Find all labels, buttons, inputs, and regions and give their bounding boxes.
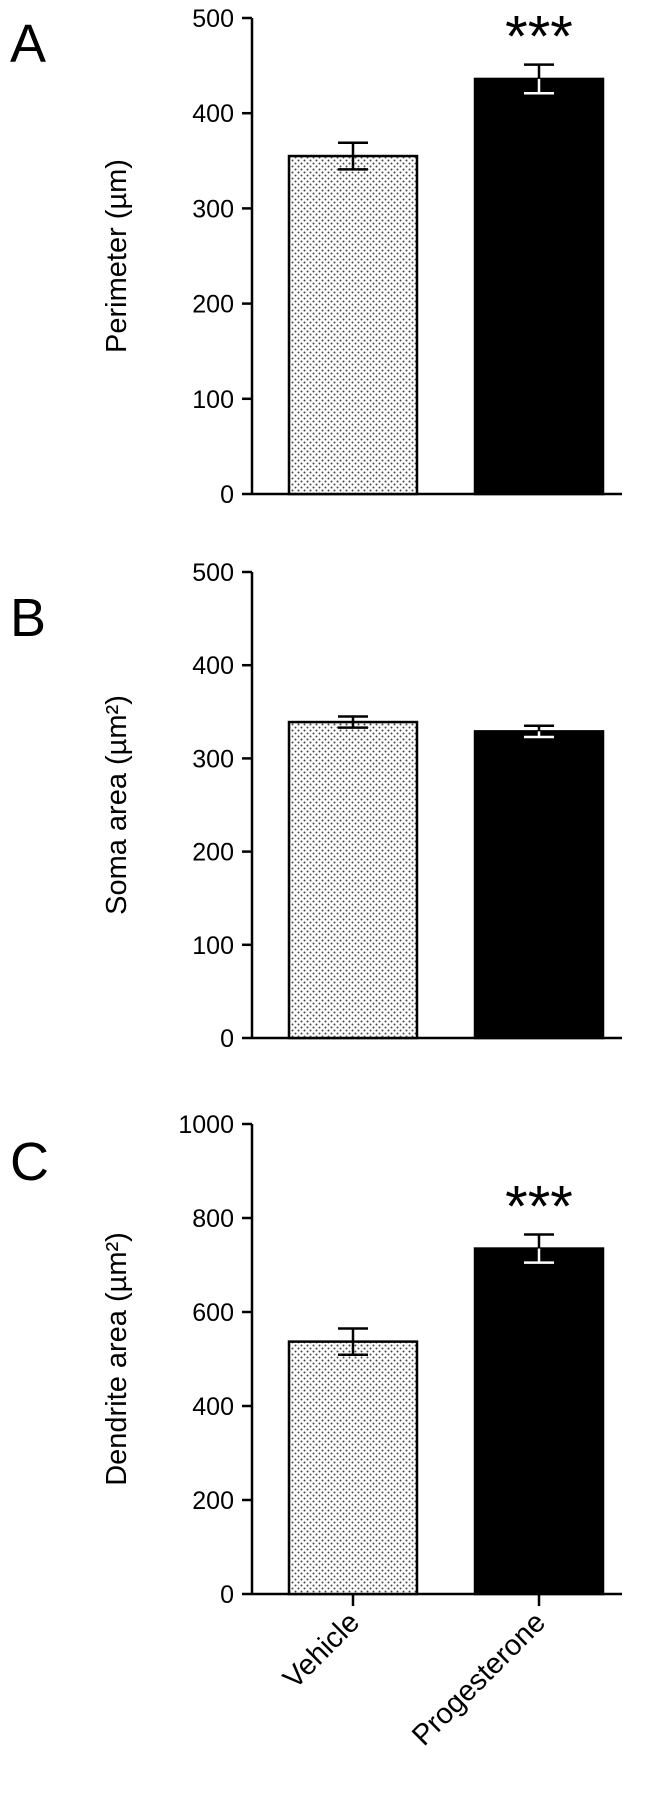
bar-vehicle xyxy=(287,1340,419,1596)
panel-letter: C xyxy=(10,1132,49,1192)
y-tick-label: 0 xyxy=(220,1025,234,1053)
y-axis-label: Soma area (µm²) xyxy=(101,695,133,915)
y-tick-label: 0 xyxy=(220,1581,234,1609)
panel-letter: B xyxy=(10,588,46,648)
panel-b: B 0 100 200 300 400 500 Soma area (µm²) xyxy=(10,559,622,1053)
y-tick-label: 400 xyxy=(192,1393,234,1421)
y-tick-label: 100 xyxy=(192,932,234,960)
y-tick-label: 400 xyxy=(192,100,234,128)
y-tick-label: 200 xyxy=(192,1487,234,1515)
panel-letter: A xyxy=(10,14,46,74)
y-tick-label: 600 xyxy=(192,1299,234,1327)
y-tick-label: 300 xyxy=(192,745,234,773)
y-tick-label: 500 xyxy=(192,559,234,587)
y-tick-label: 200 xyxy=(192,839,234,867)
y-tick-label: 300 xyxy=(192,195,234,223)
y-tick-label: 500 xyxy=(192,5,234,33)
x-tick-label-vehicle: Vehicle xyxy=(277,1606,366,1695)
y-tick-label: 0 xyxy=(220,481,234,509)
bar-progesterone xyxy=(473,730,605,1040)
significance-marker: *** xyxy=(505,1174,573,1239)
panel-a: A 0 100 200 300 400 500 Perimeter (µm) *** xyxy=(10,5,622,509)
y-tick-label: 400 xyxy=(192,652,234,680)
y-tick-label: 200 xyxy=(192,291,234,319)
bar-vehicle xyxy=(287,154,419,496)
bar-progesterone xyxy=(473,77,605,496)
panel-c: C 0 200 400 600 800 1000 Dendrite area (µm²) ***… xyxy=(10,1111,622,1752)
y-axis-label: Dendrite area (µm²) xyxy=(101,1232,133,1486)
y-tick-label: 1000 xyxy=(178,1111,234,1139)
y-tick-label: 800 xyxy=(192,1205,234,1233)
bar-vehicle xyxy=(287,720,419,1040)
bar-progesterone xyxy=(473,1247,605,1596)
y-axis-label: Perimeter (µm) xyxy=(101,159,133,353)
y-tick-label: 100 xyxy=(192,386,234,414)
x-tick-label-progesterone: Progesterone xyxy=(406,1606,552,1752)
significance-marker: *** xyxy=(505,5,573,70)
